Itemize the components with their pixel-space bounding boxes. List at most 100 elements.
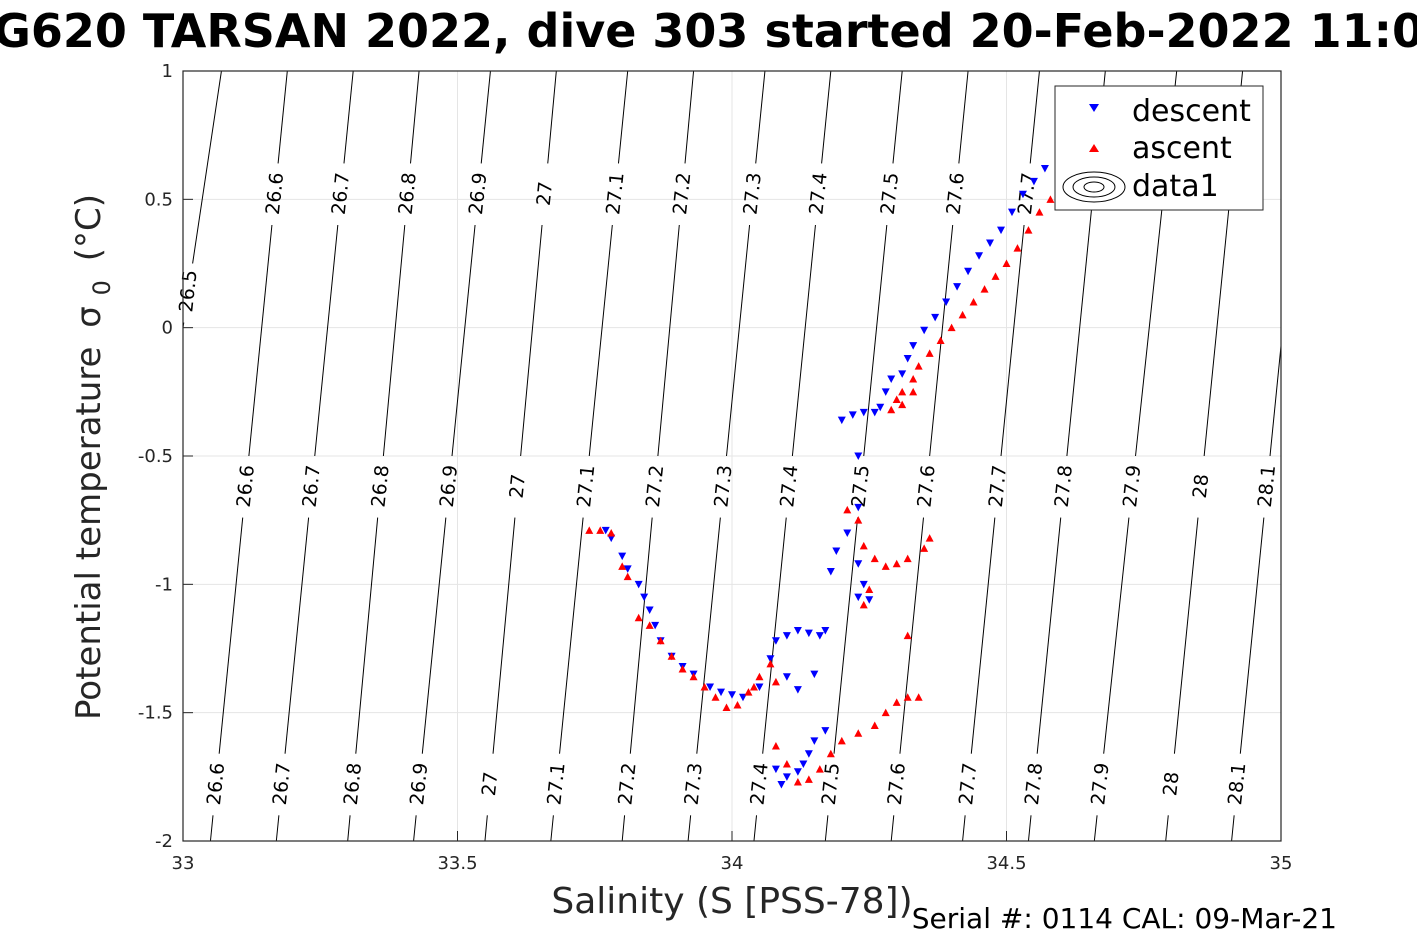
contour-line xyxy=(755,71,766,164)
contour-line xyxy=(343,71,354,164)
contour-line xyxy=(1173,517,1199,754)
descent-point xyxy=(634,580,643,589)
legend-box xyxy=(1054,85,1264,211)
contour-label: 26.6 xyxy=(203,762,229,806)
contour-label: 27.4 xyxy=(776,464,802,508)
descent-point xyxy=(728,691,736,699)
chart-title: SG620 TARSAN 2022, dive 303 started 20-F… xyxy=(0,4,1417,58)
contour-line xyxy=(762,517,787,754)
ascent-point xyxy=(909,375,918,383)
ascent-point xyxy=(782,760,791,768)
ascent-point xyxy=(733,700,742,709)
contour-label: 27.7 xyxy=(985,464,1011,508)
legend-ellipse-mid xyxy=(1072,176,1116,198)
ascent-point xyxy=(623,572,632,581)
descent-point xyxy=(903,354,912,363)
ascent-point xyxy=(925,534,934,542)
contour-line xyxy=(899,517,924,754)
y-tick-label: -0.5 xyxy=(138,446,173,467)
contour-label: 27 xyxy=(478,771,502,797)
contour-label: 27.5 xyxy=(848,464,874,508)
contour-line xyxy=(382,224,406,457)
contour-line xyxy=(1103,517,1130,754)
ascent-point xyxy=(1046,195,1055,203)
y-axis-label-main: Potential temperature xyxy=(69,347,109,720)
descent-point xyxy=(1018,190,1027,199)
ascent-point xyxy=(914,693,923,701)
contour-line xyxy=(1036,517,1062,754)
descent-point xyxy=(755,683,764,691)
y-axis-label-unit: (°C) xyxy=(69,194,109,261)
legend-marker-descent xyxy=(1089,104,1099,112)
contour-label: 27.1 xyxy=(602,171,628,215)
descent-point xyxy=(782,773,791,781)
ascent-point xyxy=(596,526,605,534)
descent-point xyxy=(832,547,841,555)
contour-line xyxy=(1027,815,1032,841)
descent-point xyxy=(826,568,835,576)
descent-point xyxy=(859,580,868,589)
descent-point xyxy=(997,226,1006,235)
ascent-point xyxy=(914,362,923,370)
ascent-point xyxy=(618,562,627,570)
contour-label: 27.2 xyxy=(642,464,668,508)
contour-label: 26.9 xyxy=(436,464,462,508)
contour-label: 28.1 xyxy=(1224,762,1250,806)
contour-line xyxy=(890,815,895,841)
legend-label-data1: data1 xyxy=(1132,169,1219,204)
contour-line xyxy=(218,517,244,754)
x-tick-label: 34.5 xyxy=(986,853,1026,874)
descent-point xyxy=(887,375,896,383)
descent-point xyxy=(1029,177,1038,186)
contour-line xyxy=(284,517,310,754)
descent-point xyxy=(865,596,874,604)
y-tick-label: -1 xyxy=(155,574,173,595)
contour-line xyxy=(684,71,695,164)
contour-label: 26.7 xyxy=(269,762,295,806)
contour-label: 26.7 xyxy=(328,171,354,215)
contour-label: 27.2 xyxy=(614,762,640,806)
y-tick-label: 0 xyxy=(162,318,173,339)
contour-label: 26.8 xyxy=(395,171,421,215)
descent-point xyxy=(782,673,791,681)
ascent-point xyxy=(870,554,879,563)
y-tick-label: 1 xyxy=(162,61,173,82)
contour-label: 27.1 xyxy=(543,762,569,806)
contour-line xyxy=(209,815,214,841)
legend-marker-ascent xyxy=(1089,144,1099,152)
descent-series xyxy=(601,165,1049,789)
ascent-point xyxy=(689,672,698,681)
descent-point xyxy=(986,239,995,247)
ascent-point xyxy=(903,554,912,563)
descent-point xyxy=(815,632,824,640)
ascent-point xyxy=(711,693,720,701)
ascent-point xyxy=(656,636,665,645)
contour-label: 28.1 xyxy=(1254,464,1280,508)
contour-label: 26.6 xyxy=(233,464,259,508)
descent-point xyxy=(854,560,863,568)
contour-line xyxy=(451,224,476,457)
descent-point xyxy=(645,606,654,614)
descent-point xyxy=(618,552,627,561)
contour-line xyxy=(547,71,557,164)
contour-label: 26.9 xyxy=(465,171,491,215)
descent-point xyxy=(793,627,802,635)
descent-point xyxy=(777,781,786,789)
ascent-point xyxy=(771,742,780,750)
ascent-point xyxy=(585,526,594,534)
contour-label: 26.7 xyxy=(299,464,325,508)
ascent-point xyxy=(898,400,907,409)
ascent-series xyxy=(585,195,1055,786)
descent-point xyxy=(881,388,890,396)
contour-line xyxy=(1093,815,1098,841)
ascent-point xyxy=(881,562,890,570)
legend-ellipse-inner xyxy=(1083,181,1105,193)
ascent-point xyxy=(815,765,824,773)
ascent-point xyxy=(892,395,901,404)
contour-line xyxy=(824,815,829,841)
contour-line xyxy=(821,71,832,164)
descent-point xyxy=(843,529,852,537)
descent-point xyxy=(821,727,830,735)
legend-label-descent: descent xyxy=(1132,94,1251,129)
